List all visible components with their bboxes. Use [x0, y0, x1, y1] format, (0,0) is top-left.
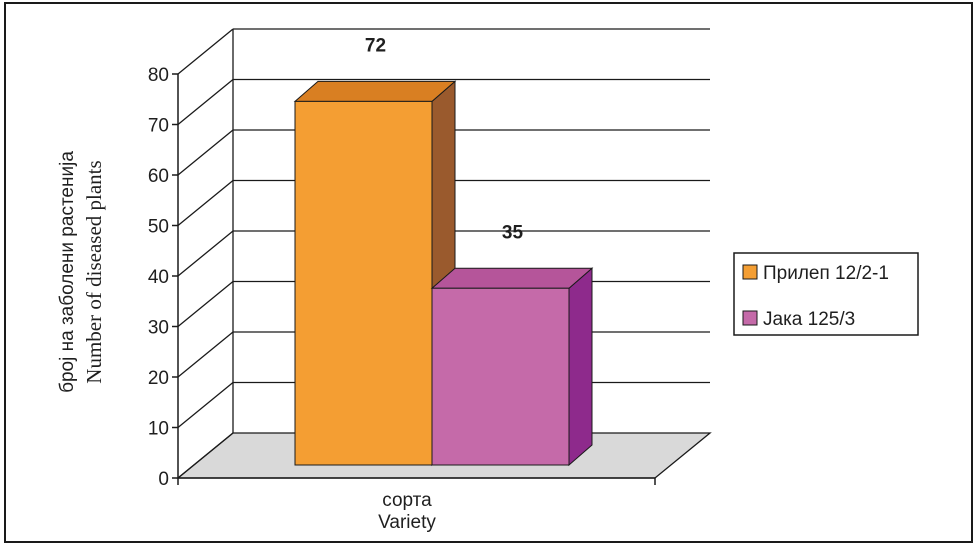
bars	[293, 80, 594, 467]
y-axis-title-line2: Number of diseased plants	[82, 160, 106, 383]
bar-top-face	[430, 267, 594, 289]
data-labels: 72 35	[365, 35, 524, 243]
side-wall-line	[177, 129, 234, 176]
data-label: 72	[365, 35, 386, 56]
side-wall-line	[177, 280, 234, 328]
bar-front-face	[294, 100, 433, 466]
bar-front-face	[431, 287, 570, 466]
legend-label: Јака 125/3	[763, 309, 855, 330]
y-tick-label: 40	[148, 267, 169, 288]
y-axis-title-line1: број на заболени растенија	[57, 151, 78, 393]
y-tick-label: 50	[148, 217, 169, 238]
y-tick-label: 0	[158, 469, 169, 490]
side-wall-line	[177, 28, 234, 75]
side-wall-line	[177, 432, 234, 479]
bar-1	[430, 267, 594, 467]
category-label: сорта	[382, 490, 432, 511]
side-wall-line	[177, 78, 234, 126]
y-tick-label: 70	[148, 116, 169, 137]
bar-side-face	[568, 267, 593, 467]
side-wall-line	[177, 331, 234, 378]
y-tick-label: 60	[148, 166, 169, 187]
legend: Прилеп 12/2-1 Јака 125/3	[733, 252, 919, 336]
y-tick-label: 10	[148, 419, 169, 440]
legend-swatch	[742, 310, 758, 326]
value-axis: 0 10 20 30 40 50 60 70 80	[148, 65, 656, 490]
category-label-line2: Variety	[378, 512, 436, 533]
legend-swatch	[742, 264, 758, 280]
y-tick-label: 20	[148, 368, 169, 389]
side-wall-line	[177, 179, 234, 227]
y-tick-label: 30	[148, 318, 169, 339]
y-tick-label: 80	[148, 65, 169, 86]
legend-label: Прилеп 12/2-1	[763, 263, 889, 284]
side-wall-line	[177, 381, 234, 429]
bar-top-face	[293, 80, 457, 102]
side-wall-line	[177, 230, 234, 277]
bar-0	[293, 80, 457, 467]
legend-box	[733, 252, 919, 336]
data-label: 35	[502, 222, 524, 243]
